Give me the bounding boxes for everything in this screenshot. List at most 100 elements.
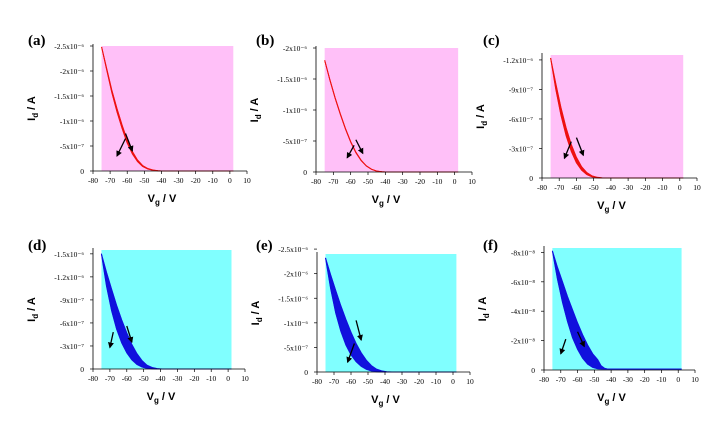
x-tick-label: -50 bbox=[363, 177, 373, 186]
x-tick-label: -50 bbox=[589, 183, 599, 192]
x-tick-label: -60 bbox=[346, 177, 356, 186]
x-tick-label: -50 bbox=[139, 176, 149, 185]
x-tick-label: -60 bbox=[122, 176, 132, 185]
x-axis-title-subscript: g bbox=[378, 399, 383, 408]
sweep-arrow-2 bbox=[355, 320, 363, 342]
y-tick-label: 0 bbox=[304, 368, 308, 377]
x-tick-label: -80 bbox=[312, 377, 322, 386]
y-tick-label: -5x10⁻⁷ bbox=[284, 343, 308, 352]
shaded-region bbox=[552, 248, 682, 370]
x-axis-title-subscript: g bbox=[604, 205, 609, 214]
sweep-arrow-1 bbox=[563, 141, 572, 160]
x-tick-label: -70 bbox=[556, 375, 566, 384]
x-tick-label: -80 bbox=[539, 375, 549, 384]
x-axis-title: Vg / V bbox=[371, 394, 400, 408]
panel-e: -80 -70 -60 -50 -40 -30 -20 -10 0 10 0 -5x10⁻⁷ -1x10… bbox=[250, 238, 474, 408]
x-tick-label: -10 bbox=[431, 377, 441, 386]
y-tick-label: -1.2x10⁻⁶ bbox=[503, 56, 533, 65]
x-tick-label: 0 bbox=[453, 177, 457, 186]
y-axis-title-subscript: d bbox=[482, 313, 491, 318]
x-tick-label: -80 bbox=[311, 177, 321, 186]
sweep-arrow-1 bbox=[559, 338, 567, 355]
sweep-arrow-2 bbox=[355, 139, 364, 155]
y-tick-label: -2.5x10⁻⁶ bbox=[278, 245, 308, 254]
x-tick-label: -80 bbox=[537, 183, 547, 192]
x-tick-label: -30 bbox=[397, 377, 407, 386]
x-tick-label: -70 bbox=[554, 183, 564, 192]
y-tick-label: -5x10⁻⁷ bbox=[60, 142, 84, 151]
x-tick-label: -50 bbox=[589, 375, 599, 384]
panel-a: -80 -70 -60 -50 -40 -30 -20 -10 0 10 0 -5x10⁻⁷ -1x10… bbox=[26, 33, 251, 207]
y-tick-label: 0 bbox=[303, 168, 307, 177]
x-tick-label: -20 bbox=[414, 377, 424, 386]
x-tick-label: 10 bbox=[241, 374, 249, 383]
y-tick-label: -2.5x10⁻⁶ bbox=[54, 42, 84, 51]
sweep-arrow-2 bbox=[575, 137, 585, 157]
y-axis-title-subscript: d bbox=[31, 314, 40, 319]
y-tick-label: -1.5x10⁻⁶ bbox=[278, 294, 308, 303]
sweep-arrow-1 bbox=[108, 332, 114, 349]
x-axis-title-subscript: g bbox=[155, 198, 160, 207]
y-tick-label: -1x10⁻⁶ bbox=[60, 117, 84, 126]
x-tick-label: -60 bbox=[122, 374, 132, 383]
x-axis-title-main: V bbox=[371, 394, 379, 406]
x-tick-label: -30 bbox=[623, 375, 633, 384]
x-tick-label: -60 bbox=[346, 377, 356, 386]
x-tick-label: -20 bbox=[189, 374, 199, 383]
sweep-arrow-2 bbox=[126, 325, 134, 344]
x-tick-label: -30 bbox=[398, 177, 408, 186]
panel-label: (c) bbox=[483, 33, 500, 49]
panel-label: (e) bbox=[256, 238, 273, 254]
x-tick-label: -70 bbox=[329, 377, 339, 386]
y-tick-label: -2x10⁻⁶ bbox=[284, 270, 308, 279]
x-tick-label: -10 bbox=[206, 374, 216, 383]
x-axis-title-unit: / V bbox=[609, 200, 626, 212]
x-tick-label: -40 bbox=[156, 374, 166, 383]
y-tick-label: 0 bbox=[80, 365, 84, 374]
y-tick-label: -1x10⁻⁶ bbox=[284, 319, 308, 328]
x-axis-title-unit: / V bbox=[160, 193, 177, 205]
x-tick-label: -70 bbox=[328, 177, 338, 186]
y-axis-title-subscript: d bbox=[255, 317, 264, 322]
y-tick-label: -9x10⁻⁷ bbox=[60, 296, 84, 305]
panel-label: (d) bbox=[28, 238, 46, 254]
y-tick-label: 0 bbox=[80, 167, 84, 176]
x-axis-title-subscript: g bbox=[604, 397, 609, 406]
y-axis-title-subscript: d bbox=[31, 113, 40, 118]
panel-d: -80 -70 -60 -50 -40 -30 -20 -10 0 10 0 -3x10⁻⁷ -6x10… bbox=[26, 238, 249, 405]
x-tick-label: -10 bbox=[208, 176, 218, 185]
x-axis-title-subscript: g bbox=[154, 396, 159, 405]
y-axis-title-unit: / A bbox=[249, 98, 261, 115]
panel-b: -80 -70 -60 -50 -40 -30 -20 -10 0 10 0 -5x10⁻⁷ -1x10… bbox=[249, 33, 476, 208]
reverse-sweep-line bbox=[551, 250, 682, 370]
y-tick-label: -8x10⁻⁸ bbox=[511, 248, 535, 257]
y-axis-title-main: I bbox=[475, 126, 487, 129]
x-axis-title: Vg / V bbox=[148, 193, 177, 207]
x-tick-label: 10 bbox=[466, 377, 474, 386]
x-tick-label: 0 bbox=[678, 183, 682, 192]
sweep-arrow-2 bbox=[576, 331, 585, 348]
panel-label: (f) bbox=[483, 238, 498, 254]
y-axis-title-unit: / A bbox=[26, 96, 38, 113]
x-axis-title-unit: / V bbox=[159, 391, 176, 403]
y-axis-title-subscript: d bbox=[254, 114, 263, 119]
x-tick-label: 0 bbox=[451, 377, 455, 386]
shaded-region bbox=[324, 48, 459, 172]
x-tick-label: -30 bbox=[623, 183, 633, 192]
x-tick-label: -20 bbox=[191, 176, 201, 185]
x-tick-label: -80 bbox=[88, 176, 98, 185]
x-tick-label: -40 bbox=[606, 183, 616, 192]
x-axis-title-main: V bbox=[597, 392, 605, 404]
shaded-region bbox=[101, 250, 232, 369]
x-tick-label: -60 bbox=[573, 375, 583, 384]
shaded-region bbox=[550, 55, 684, 178]
x-tick-label: -20 bbox=[415, 177, 425, 186]
x-tick-label: 10 bbox=[243, 176, 251, 185]
x-tick-label: -60 bbox=[571, 183, 581, 192]
panel-label: (a) bbox=[28, 33, 46, 49]
x-axis-title-main: V bbox=[147, 391, 155, 403]
x-tick-label: -80 bbox=[88, 374, 98, 383]
y-tick-label: -9x10⁻⁷ bbox=[509, 85, 533, 94]
sweep-arrow-1 bbox=[346, 145, 355, 159]
x-axis-title-unit: / V bbox=[609, 392, 626, 404]
